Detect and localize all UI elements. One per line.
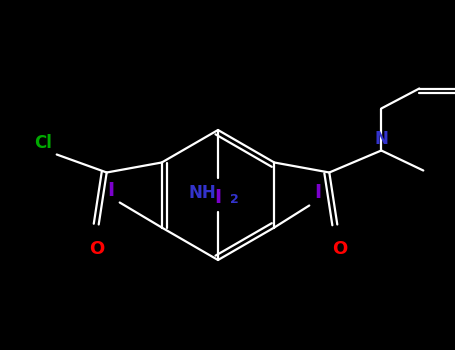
Text: N: N xyxy=(374,131,388,148)
Text: Cl: Cl xyxy=(34,133,52,152)
Text: NH: NH xyxy=(188,184,216,202)
Text: I: I xyxy=(314,183,321,203)
Text: O: O xyxy=(89,240,104,259)
Text: I: I xyxy=(107,181,115,199)
Text: O: O xyxy=(332,240,347,259)
Text: I: I xyxy=(214,188,222,207)
Text: 2: 2 xyxy=(230,193,239,206)
